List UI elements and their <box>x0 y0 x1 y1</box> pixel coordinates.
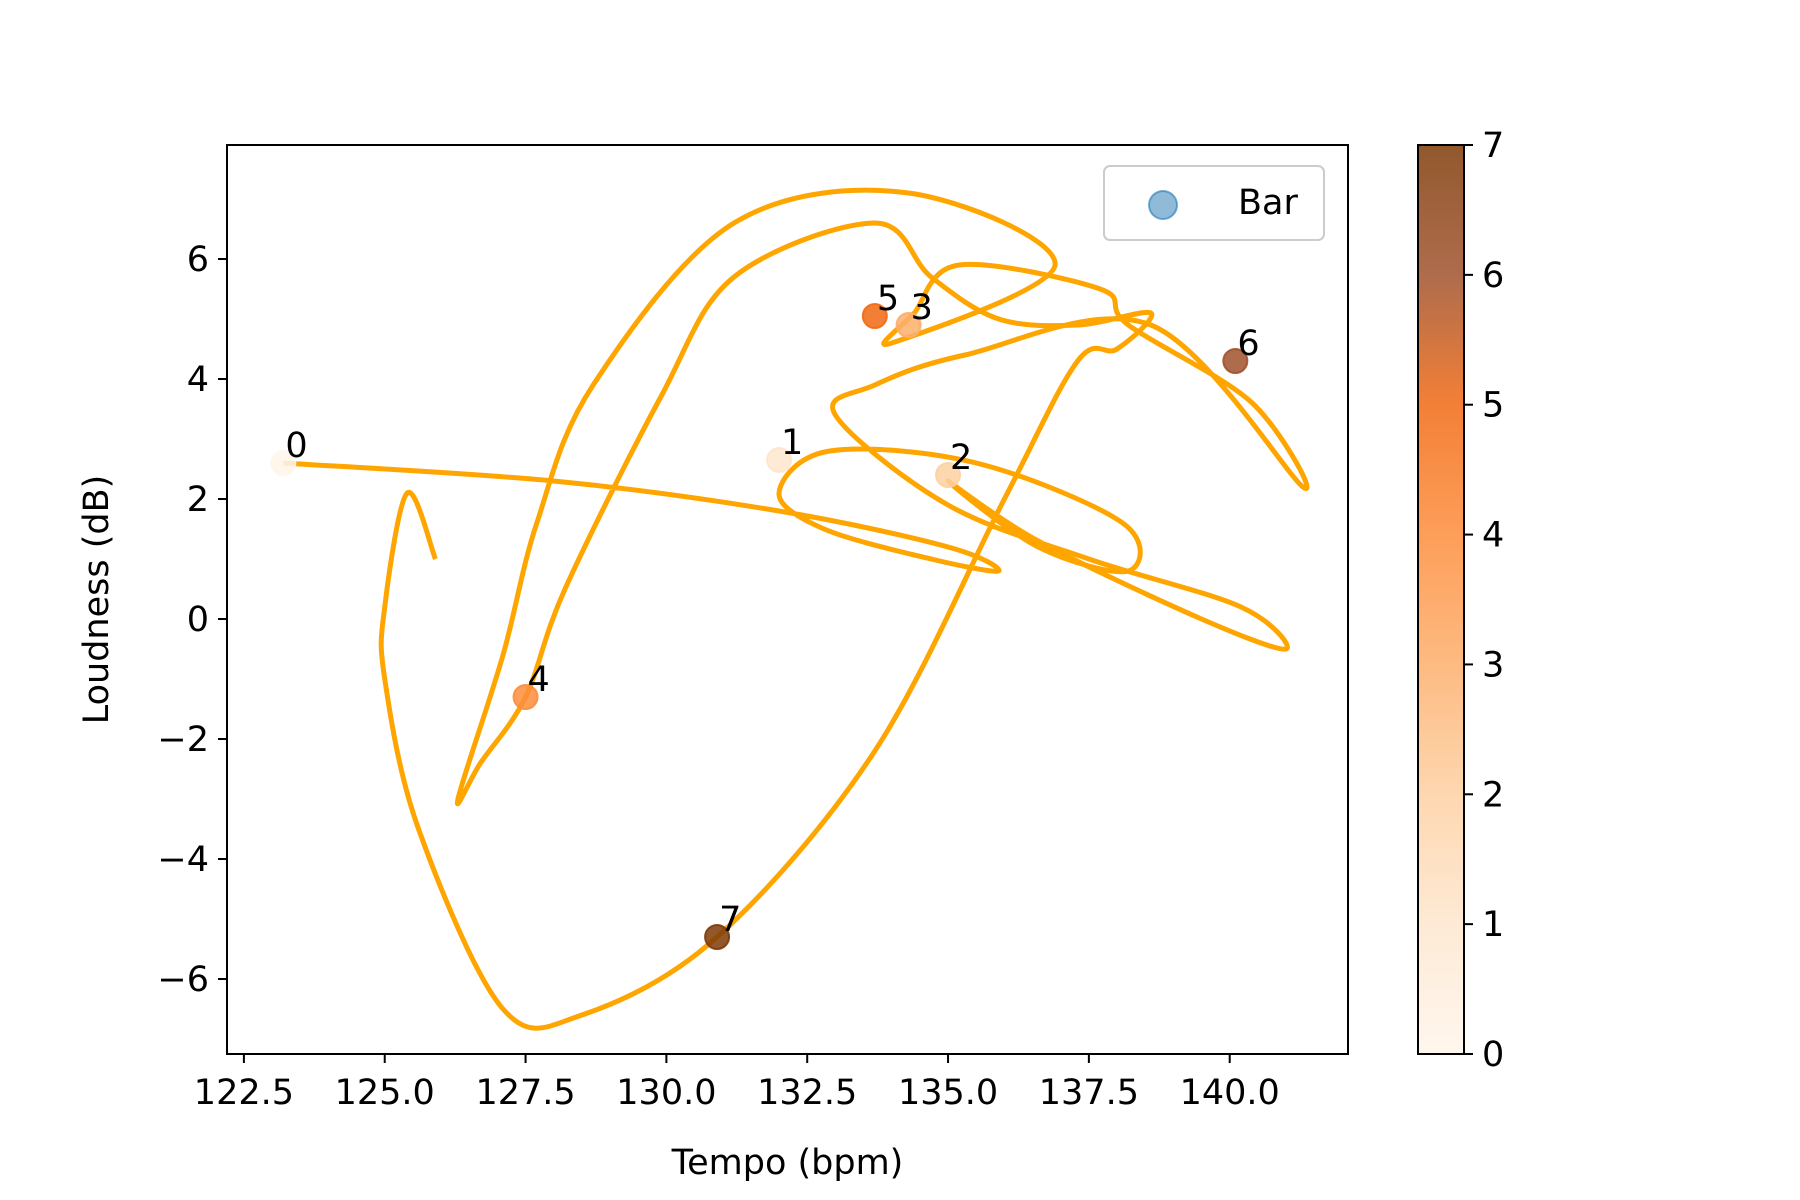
x-tick-label: 140.0 <box>1180 1073 1280 1113</box>
x-tick-label: 137.5 <box>1039 1073 1139 1113</box>
x-tick-label: 122.5 <box>194 1073 294 1113</box>
point-label: 5 <box>877 279 899 319</box>
colorbar-tick-label: 1 <box>1482 905 1504 945</box>
plot-area: 0 1 2 3 4 5 6 7 <box>270 187 1310 1031</box>
colorbar-tick-label: 4 <box>1482 516 1504 556</box>
legend-box <box>1103 165 1325 241</box>
colorbar-tick-label: 5 <box>1482 386 1504 426</box>
x-tick-label: 135.0 <box>898 1073 998 1113</box>
y-tick-label: −6 <box>157 960 209 1000</box>
x-tick-label: 127.5 <box>475 1073 575 1113</box>
scatter-point <box>935 462 962 488</box>
scatter-point <box>512 684 539 710</box>
point-label: 2 <box>950 438 972 478</box>
y-tick-label: 0 <box>187 600 209 640</box>
x-tick-label: 125.0 <box>335 1073 435 1113</box>
x-tick-label: 132.5 <box>757 1073 857 1113</box>
y-tick-label: 4 <box>187 360 209 400</box>
colorbar-tick-label: 2 <box>1482 775 1504 815</box>
colorbar-tick-label: 7 <box>1482 126 1504 166</box>
x-axis-title: Tempo (bpm) <box>671 1143 904 1183</box>
point-label: 4 <box>528 660 550 700</box>
axes: 122.5 125.0 127.5 130.0 132.5 135.0 137.5 140.0… <box>77 144 1349 1183</box>
scatter-point <box>895 312 922 338</box>
point-label: 0 <box>285 426 307 466</box>
legend-label: Bar <box>1238 183 1298 223</box>
scatter-point <box>270 450 297 476</box>
point-label: 6 <box>1237 324 1259 364</box>
colorbar: 0 1 2 3 4 5 6 7 <box>1417 126 1504 1075</box>
point-label: 3 <box>911 288 933 328</box>
colorbar-tick-label: 3 <box>1482 645 1504 685</box>
scatter-point <box>861 303 888 329</box>
y-tick-label: −2 <box>157 720 209 760</box>
plot-frame <box>226 144 1349 1055</box>
scatter-point <box>766 447 793 473</box>
colorbar-tick-label: 0 <box>1482 1035 1504 1075</box>
legend: Bar <box>1103 165 1325 241</box>
colorbar-gradient <box>1417 144 1465 1055</box>
y-axis-title: Loudness (dB) <box>77 475 117 725</box>
scatter-point <box>704 924 731 950</box>
trajectory-line <box>283 187 1310 1031</box>
colorbar-tick-label: 6 <box>1482 256 1504 296</box>
legend-marker <box>1148 190 1178 220</box>
y-tick-label: 6 <box>187 240 209 280</box>
x-tick-label: 130.0 <box>616 1073 716 1113</box>
point-label: 7 <box>719 900 741 940</box>
y-tick-label: 2 <box>187 480 209 520</box>
y-tick-label: −4 <box>157 840 209 880</box>
point-label: 1 <box>781 423 803 463</box>
scatter-point <box>1222 348 1249 374</box>
